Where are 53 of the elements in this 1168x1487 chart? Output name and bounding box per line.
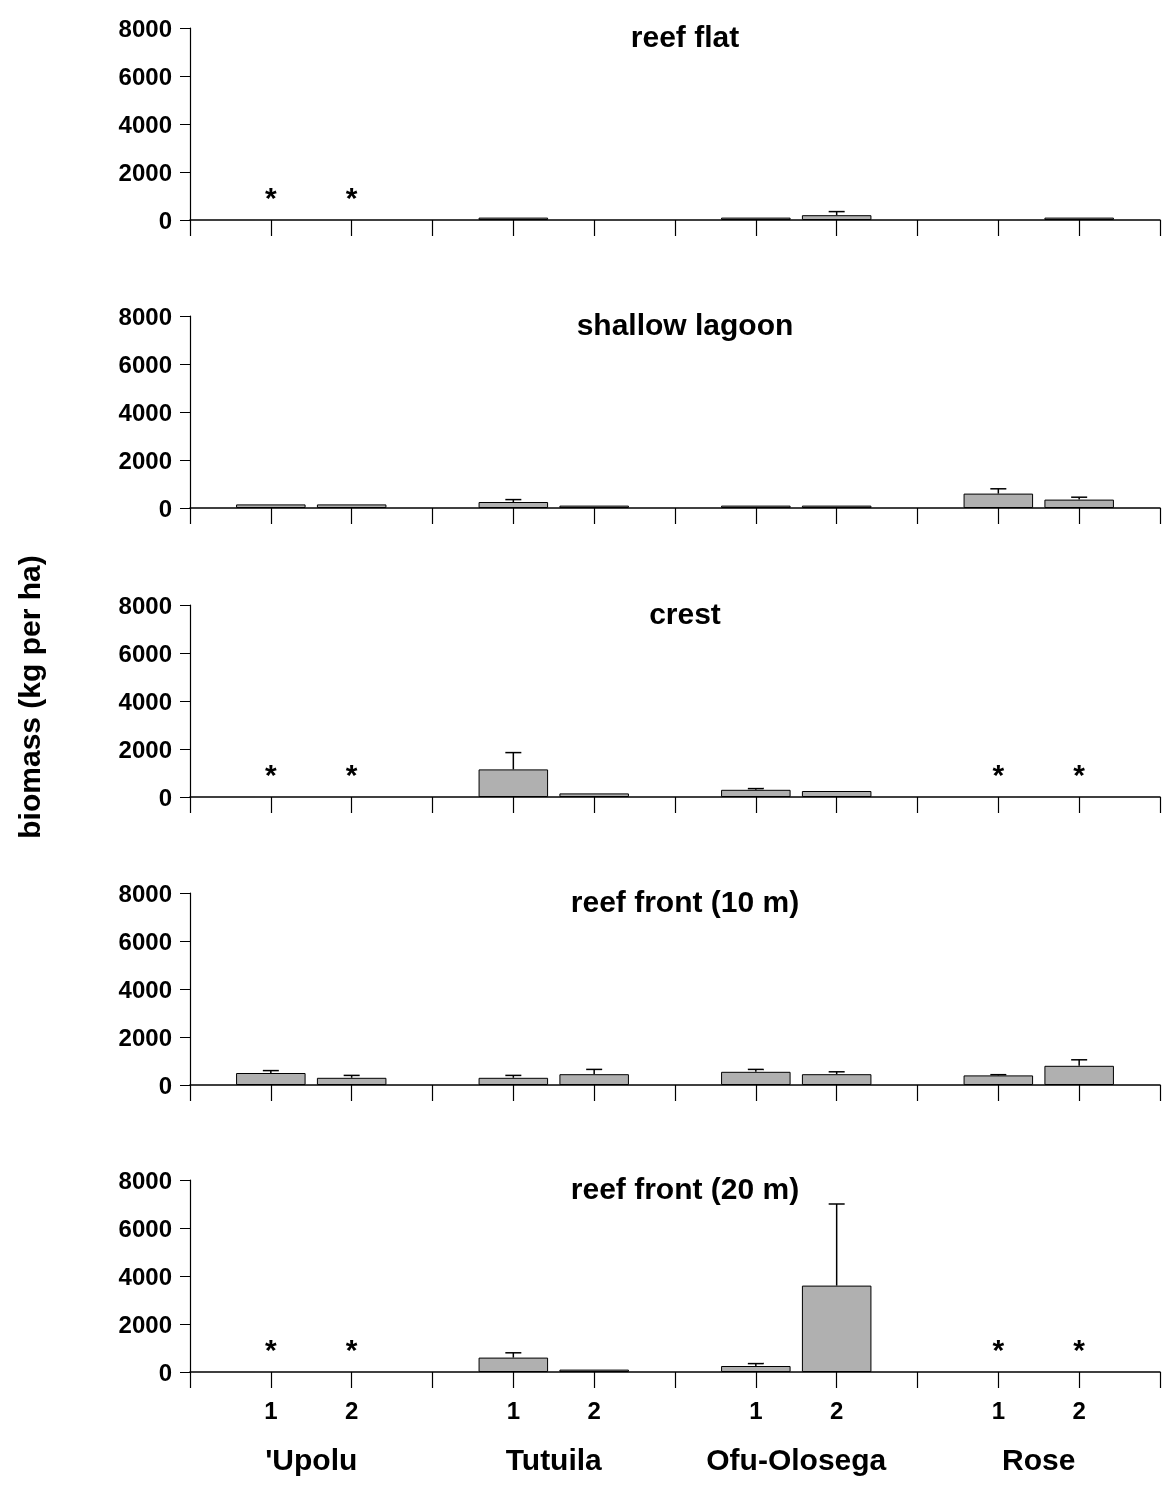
text: *: [345, 180, 358, 214]
text: Tutuila: [505, 1442, 603, 1476]
y-tick-label: 4000: [118, 1262, 172, 1290]
y-tick-label: 6000: [118, 1214, 172, 1242]
text: Ofu-Olosega: [706, 1442, 887, 1476]
text: *: [264, 1332, 277, 1366]
y-tick-label: 6000: [118, 62, 172, 90]
text: *: [992, 757, 1005, 791]
chart-title: reef front (20 m): [570, 1171, 800, 1205]
x-tick-label: 1: [506, 1396, 521, 1424]
y-tick-label: 0: [158, 494, 172, 522]
x-tick-label: 2: [1072, 1396, 1086, 1424]
y-tick-label: 0: [158, 206, 172, 234]
text: *: [345, 757, 358, 791]
x-tick-label: 2: [344, 1396, 359, 1424]
y-tick-label: 4000: [118, 687, 172, 715]
x-tick-label: 2: [587, 1396, 601, 1424]
x-tick-label: 1: [264, 1396, 278, 1424]
text: *: [992, 1332, 1005, 1366]
y-tick-label: 6000: [118, 639, 172, 667]
x-tick-label: 2: [829, 1396, 844, 1424]
y-tick-label: 6000: [118, 350, 172, 378]
y-tick-label: 2000: [118, 158, 172, 186]
x-tick-label: 1: [749, 1396, 763, 1424]
y-tick-label: 6000: [118, 927, 172, 955]
chart-title: shallow lagoon: [576, 307, 794, 341]
y-tick-label: 0: [158, 1071, 172, 1099]
y-tick-label: 8000: [118, 302, 172, 330]
y-tick-label: 8000: [118, 1166, 172, 1194]
text: 'Upolu: [265, 1442, 358, 1476]
text: *: [1073, 1332, 1086, 1366]
chart-title: crest: [649, 596, 721, 630]
y-tick-label: 2000: [118, 1310, 172, 1338]
y-tick-label: 8000: [118, 879, 172, 907]
text: *: [264, 180, 277, 214]
y-tick-label: 4000: [118, 975, 172, 1003]
y-tick-label: 0: [158, 783, 172, 811]
y-tick-label: 0: [158, 1358, 172, 1386]
y-tick-label: 8000: [118, 591, 172, 619]
chart-title: reef flat: [630, 19, 740, 53]
y-tick-label: 8000: [118, 14, 172, 42]
text: *: [345, 1332, 358, 1366]
y-axis-title: biomass (kg per ha): [13, 555, 47, 839]
x-tick-label: 1: [991, 1396, 1006, 1424]
y-tick-label: 2000: [118, 446, 172, 474]
chart-title: reef front (10 m): [570, 884, 800, 918]
text: Rose: [1002, 1442, 1076, 1476]
text: *: [264, 757, 277, 791]
y-tick-label: 4000: [118, 398, 172, 426]
text: *: [1073, 757, 1086, 791]
y-tick-label: 2000: [118, 1023, 172, 1051]
y-tick-label: 2000: [118, 735, 172, 763]
y-tick-label: 4000: [118, 110, 172, 138]
